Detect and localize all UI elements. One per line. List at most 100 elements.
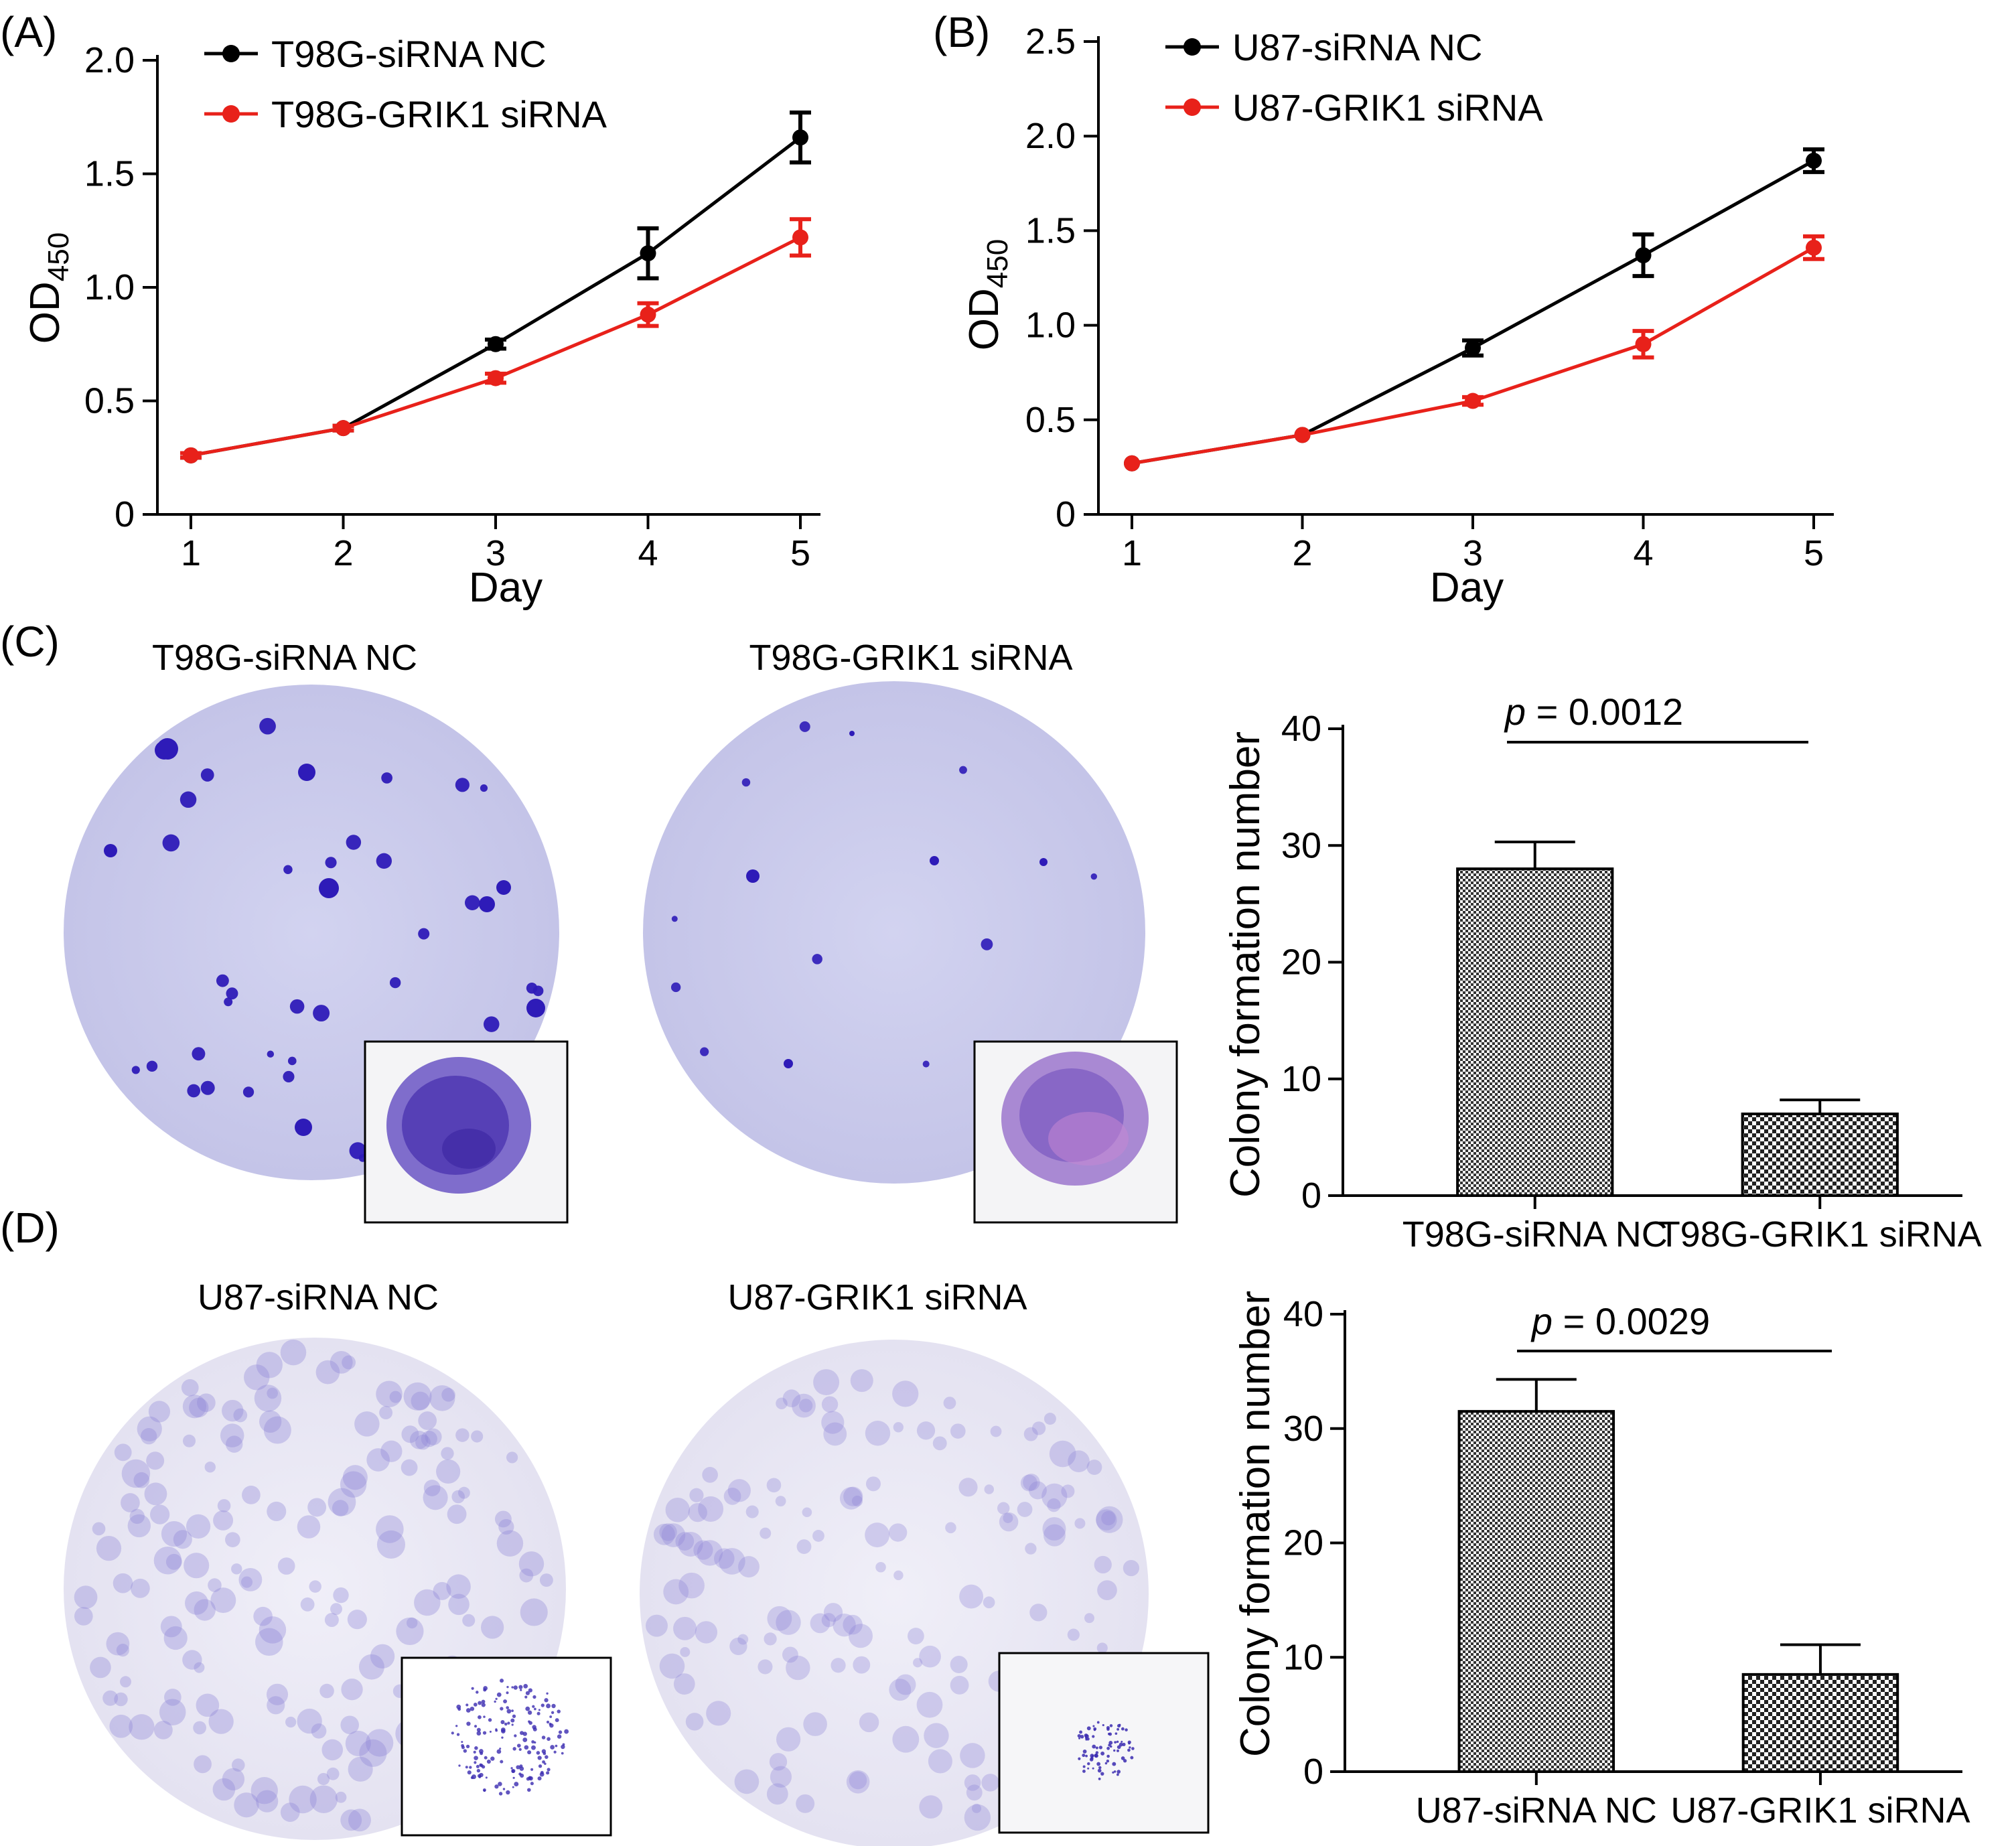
- colony: [226, 987, 238, 1000]
- colony-faint: [950, 1423, 966, 1439]
- colony-faint: [149, 1504, 170, 1524]
- colony-faint: [348, 1808, 371, 1832]
- cell: [1100, 1772, 1104, 1776]
- colony-faint: [342, 1465, 368, 1490]
- colony-faint: [340, 1715, 360, 1735]
- cell: [1112, 1771, 1114, 1774]
- colony-faint: [518, 1551, 545, 1577]
- cell: [482, 1765, 486, 1769]
- cell: [1121, 1756, 1125, 1760]
- colony-faint: [519, 1568, 534, 1583]
- cell: [474, 1746, 478, 1750]
- colony-faint: [429, 1385, 455, 1411]
- colony-faint: [309, 1785, 338, 1813]
- colony-faint: [266, 1683, 289, 1705]
- cell: [474, 1725, 478, 1728]
- cell: [1121, 1727, 1125, 1731]
- colony-faint: [745, 1505, 759, 1518]
- colony: [313, 1005, 330, 1022]
- cell: [1131, 1747, 1135, 1750]
- colony-faint: [786, 1655, 810, 1681]
- cell: [543, 1752, 547, 1756]
- colony-faint: [1094, 1555, 1112, 1574]
- colony-faint: [776, 1727, 801, 1752]
- bar-d-xtick-label: U87-siRNA NC: [1416, 1790, 1657, 1831]
- colony-faint: [766, 1478, 782, 1493]
- cell: [1119, 1742, 1123, 1747]
- colony-faint: [1041, 1483, 1068, 1509]
- cell: [467, 1770, 472, 1775]
- cell: [451, 1731, 454, 1735]
- cell: [1079, 1730, 1083, 1734]
- colony: [483, 1016, 500, 1032]
- colony-faint: [259, 1410, 282, 1433]
- cell: [461, 1741, 463, 1744]
- colony-faint: [436, 1459, 461, 1484]
- colony-faint: [446, 1574, 471, 1599]
- cell: [1098, 1777, 1101, 1780]
- colony-faint: [796, 1539, 812, 1554]
- colony-faint: [913, 1658, 923, 1668]
- colony-faint: [813, 1369, 840, 1396]
- cell: [1113, 1770, 1117, 1773]
- cell: [501, 1736, 504, 1739]
- colony-faint: [1043, 1524, 1066, 1547]
- chart-b-ytick-label: 2.0: [1025, 116, 1076, 156]
- cell: [534, 1707, 536, 1711]
- colony-faint: [376, 1530, 406, 1559]
- colony-faint: [254, 1384, 282, 1412]
- cell: [483, 1688, 487, 1692]
- colony-faint: [267, 1501, 287, 1521]
- cell: [522, 1731, 527, 1736]
- panel-label-b: (B): [933, 8, 990, 56]
- colony: [200, 768, 214, 782]
- cell: [514, 1734, 517, 1737]
- cell: [1122, 1742, 1126, 1747]
- cell: [506, 1691, 509, 1695]
- colony-faint: [133, 1472, 150, 1488]
- colony-faint: [981, 1774, 999, 1792]
- colony-faint: [846, 1770, 870, 1794]
- cell: [1095, 1751, 1099, 1754]
- colony-faint: [164, 1689, 182, 1706]
- colony-large: [849, 731, 855, 736]
- colony-faint: [280, 1339, 307, 1366]
- cell: [1082, 1750, 1087, 1754]
- cell: [557, 1734, 562, 1739]
- colony-faint: [455, 1428, 470, 1442]
- colony-faint: [267, 1387, 278, 1399]
- colony-faint: [1068, 1450, 1090, 1472]
- cell: [495, 1729, 498, 1732]
- chart-b-series-sirna-point: [1806, 239, 1822, 256]
- colony-faint: [423, 1485, 448, 1510]
- colony-faint: [376, 1515, 404, 1543]
- colony-faint: [833, 1613, 856, 1637]
- colony-large: [1039, 858, 1048, 866]
- chart-a-series-nc-point: [792, 129, 808, 146]
- colony-faint: [462, 1614, 476, 1627]
- cell: [512, 1786, 514, 1788]
- colony-faint: [153, 1546, 182, 1575]
- colony-faint: [853, 1656, 871, 1674]
- colony-faint: [919, 1795, 943, 1819]
- colony-faint: [839, 1487, 863, 1510]
- cell: [518, 1772, 522, 1776]
- cell: [1092, 1735, 1095, 1738]
- colony-faint: [341, 1679, 363, 1701]
- cell: [503, 1699, 508, 1704]
- cell: [544, 1698, 549, 1703]
- colony-faint: [1020, 1474, 1037, 1492]
- cell: [479, 1763, 483, 1767]
- cell: [1095, 1746, 1098, 1750]
- bar-c-bar-sirna: [1741, 1113, 1899, 1198]
- chart-a-ytick-label: 1.5: [84, 154, 135, 194]
- colony-faint: [330, 1350, 353, 1374]
- cell: [513, 1685, 518, 1690]
- colony-faint: [222, 1768, 245, 1790]
- bar-c-xtick-label: T98G-GRIK1 siRNA: [1658, 1214, 1982, 1255]
- colony-faint: [210, 1587, 236, 1614]
- panel-label-d: (D): [0, 1204, 60, 1252]
- chart-b-xlabel: Day: [1430, 565, 1504, 611]
- colony-faint: [659, 1523, 677, 1541]
- cell: [511, 1768, 516, 1774]
